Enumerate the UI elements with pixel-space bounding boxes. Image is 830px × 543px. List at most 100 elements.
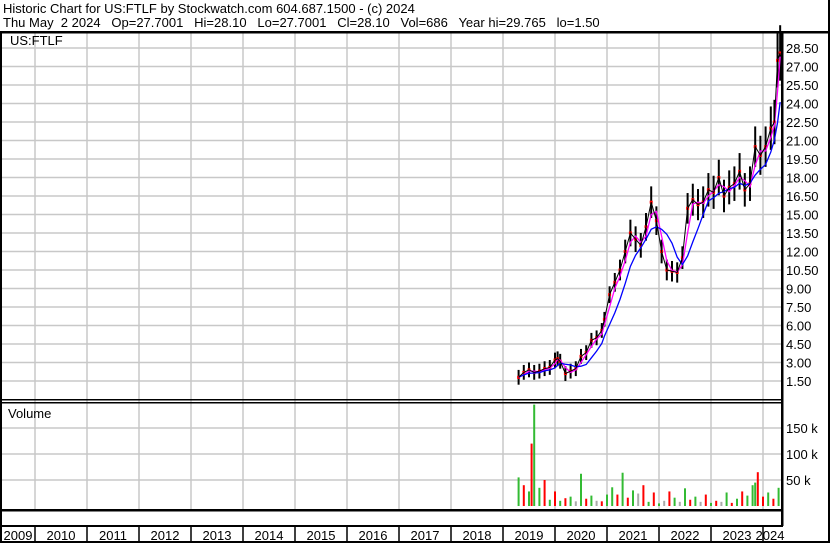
x-tick-label: 2023 — [723, 528, 752, 543]
volume-bar — [767, 492, 770, 506]
volume-tick-label: 150 k — [786, 421, 818, 436]
volume-bar — [621, 472, 624, 506]
y-tick-label: 10.50 — [786, 263, 819, 278]
volume-bar — [668, 491, 671, 506]
left-border — [0, 31, 2, 543]
volume-bar — [517, 477, 520, 506]
y-tick-label: 19.50 — [786, 152, 819, 167]
volume-bar — [730, 502, 733, 506]
volume-bar — [754, 482, 757, 506]
volume-bar — [741, 491, 744, 506]
x-tick-label: 2018 — [463, 528, 492, 543]
price-line — [518, 52, 781, 378]
volume-bar — [522, 485, 525, 506]
volume-bar — [736, 498, 738, 506]
x-tick-label: 2009 — [4, 528, 33, 543]
volume-top-border — [0, 399, 783, 401]
year-strip-top — [0, 525, 783, 527]
volume-top-border-inner — [0, 402, 783, 404]
volume-bar — [673, 497, 676, 506]
volume-bar — [585, 498, 588, 506]
x-tick-label: 2020 — [567, 528, 596, 543]
volume-bar — [616, 494, 619, 506]
volume-bar — [611, 487, 614, 506]
volume-bar — [647, 501, 650, 506]
axis-separator — [781, 31, 784, 526]
volume-bar — [528, 491, 530, 506]
short-moving-average — [518, 56, 781, 378]
y-tick-label: 1.50 — [786, 374, 811, 389]
volume-bar — [543, 480, 546, 506]
volume-bar — [606, 494, 608, 506]
volume-bar — [632, 490, 634, 506]
volume-bar — [652, 492, 655, 506]
volume-label: Volume — [8, 406, 51, 421]
volume-bar — [684, 488, 686, 506]
volume-bar — [710, 502, 712, 506]
x-tick-label: 2022 — [671, 528, 700, 543]
y-tick-label: 16.50 — [786, 189, 819, 204]
y-tick-label: 28.50 — [786, 41, 819, 56]
y-tick-label: 13.50 — [786, 226, 819, 241]
volume-bar — [689, 499, 692, 506]
volume-bar — [595, 500, 598, 506]
volume-bar — [725, 492, 728, 506]
volume-bar — [548, 499, 551, 506]
volume-bar — [564, 498, 567, 506]
volume-bar — [772, 498, 775, 506]
chart-title: Historic Chart for US:FTLF by Stockwatch… — [3, 1, 415, 16]
volume-bar — [559, 500, 562, 506]
bottom-border — [0, 541, 830, 543]
x-tick-label: 2024 — [756, 528, 785, 543]
volume-bars — [517, 404, 780, 506]
volume-bar — [658, 503, 660, 506]
y-tick-label: 6.00 — [786, 319, 811, 334]
price-series — [517, 25, 782, 385]
volume-bar — [533, 404, 536, 506]
volume-bar — [746, 495, 749, 506]
volume-bar — [699, 501, 702, 506]
symbol-label: US:FTLF — [10, 33, 63, 48]
y-tick-label: 9.00 — [786, 282, 811, 297]
volume-bar — [694, 496, 697, 506]
y-tick-label: 7.50 — [786, 300, 811, 315]
volume-bar — [590, 495, 593, 506]
volume-bar — [642, 485, 645, 506]
volume-bottom-border — [0, 509, 783, 512]
volume-bar — [762, 496, 764, 506]
y-tick-label: 24.00 — [786, 97, 819, 112]
y-tick-label: 3.00 — [786, 356, 811, 371]
y-tick-label: 12.00 — [786, 245, 819, 260]
x-tick-label: 2013 — [203, 528, 232, 543]
y-tick-label: 25.50 — [786, 78, 819, 93]
volume-bar — [678, 501, 681, 506]
volume-bar — [715, 500, 718, 506]
quote-summary: Thu May 2 2024 Op=27.7001 Hi=28.10 Lo=27… — [3, 15, 600, 30]
volume-bar — [600, 501, 603, 506]
volume-bar — [751, 485, 754, 506]
volume-bar — [538, 487, 541, 506]
volume-bar — [777, 487, 780, 506]
x-tick-label: 2014 — [255, 528, 284, 543]
y-tick-label: 22.50 — [786, 115, 819, 130]
y-tick-label: 27.00 — [786, 60, 819, 75]
volume-bar — [720, 501, 723, 506]
volume-bar — [554, 491, 556, 506]
x-tick-label: 2015 — [307, 528, 336, 543]
long-moving-average — [518, 101, 781, 378]
volume-bar — [569, 496, 572, 506]
volume-tick-label: 100 k — [786, 447, 818, 462]
volume-tick-label: 50 k — [786, 473, 811, 488]
y-tick-label: 21.00 — [786, 134, 819, 149]
right-border — [828, 0, 830, 543]
top-border — [0, 31, 830, 34]
grid-lines — [2, 33, 782, 543]
axis-labels: 2009 2010 2011 2012 2013 2014 2015 2016 2017 2018… — [4, 41, 819, 543]
y-tick-label: 18.00 — [786, 171, 819, 186]
x-tick-label: 2012 — [151, 528, 180, 543]
y-tick-label: 15.00 — [786, 208, 819, 223]
volume-bar — [663, 500, 666, 506]
volume-bar — [574, 501, 577, 506]
